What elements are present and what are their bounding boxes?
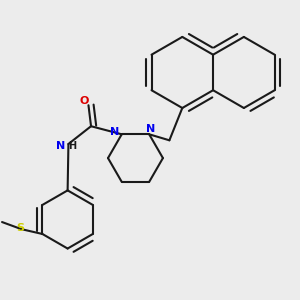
Text: O: O	[80, 96, 89, 106]
Text: S: S	[16, 223, 24, 233]
Text: N: N	[110, 127, 119, 137]
Text: N: N	[56, 141, 65, 151]
Text: N: N	[146, 124, 155, 134]
Text: H: H	[68, 141, 76, 151]
